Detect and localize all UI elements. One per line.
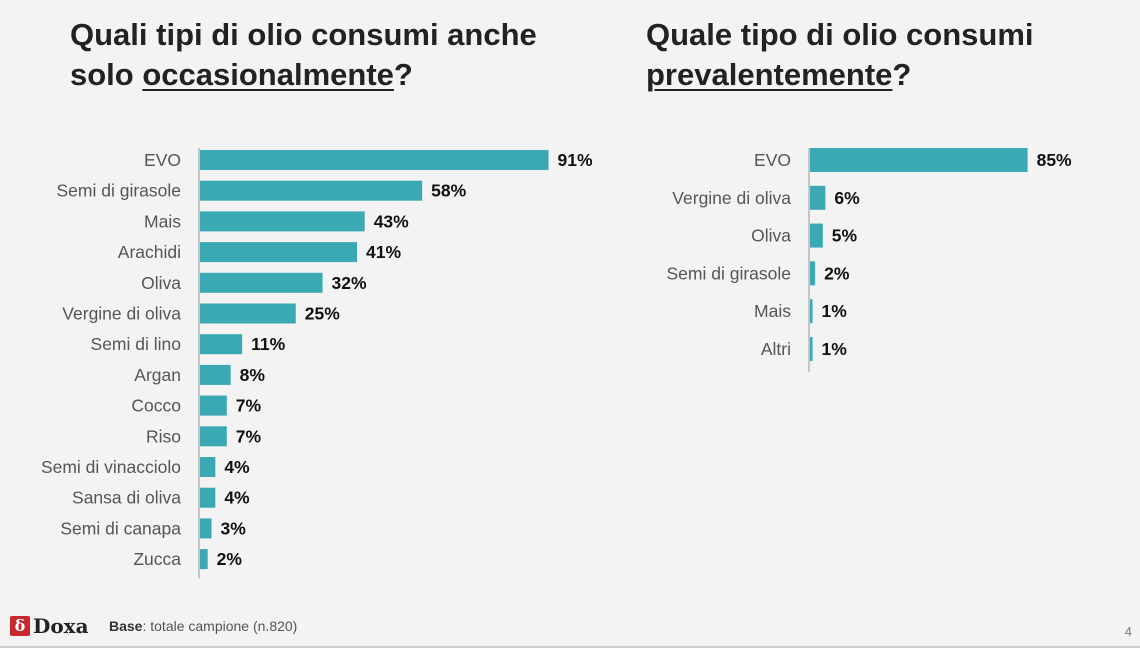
main-category-label: Oliva	[751, 226, 791, 246]
occasional-category-label: Oliva	[141, 273, 181, 293]
main-value-label: 1%	[822, 301, 848, 321]
main-category-label: Semi di girasole	[667, 263, 792, 283]
right-title-suffix: ?	[892, 57, 912, 92]
occasional-bar	[200, 395, 227, 416]
page-number: 4	[1124, 624, 1132, 639]
left-title-line1: Quali tipi di olio consumi anche	[70, 17, 537, 52]
main-bar	[810, 223, 823, 248]
occasional-category-label: Semi di canapa	[60, 518, 181, 538]
main-value-label: 1%	[822, 339, 848, 359]
occasional-bar	[200, 150, 549, 170]
occasional-bar	[200, 457, 216, 477]
right-title-emphasis: prevalentemente	[646, 57, 893, 92]
occasional-category-label: Vergine di oliva	[62, 304, 181, 324]
occasional-bar	[200, 364, 231, 385]
occasional-value-label: 8%	[240, 365, 266, 385]
occasional-category-label: Sansa di oliva	[72, 488, 181, 508]
doxa-logo-mark: δ	[10, 616, 30, 636]
occasional-value-label: 32%	[332, 273, 367, 293]
occasional-category-label: Riso	[146, 426, 181, 446]
main-value-label: 6%	[834, 188, 860, 208]
main-bar	[810, 299, 813, 324]
occasional-bar	[200, 426, 227, 447]
base-text: : totale campione (n.820)	[142, 618, 298, 634]
occasional-bar	[200, 180, 423, 201]
main-value-label: 5%	[832, 226, 858, 246]
occasional-value-label: 11%	[251, 334, 285, 354]
occasional-value-label: 7%	[236, 426, 262, 446]
main-bar	[810, 148, 1028, 172]
right-title-line1: Quale tipo di olio consumi	[646, 17, 1034, 52]
occasional-value-label: 3%	[220, 518, 246, 538]
left-chart-title: Quali tipi di olio consumi anche solo oc…	[70, 15, 537, 95]
main-category-label: Altri	[761, 339, 791, 359]
occasional-value-label: 4%	[224, 457, 250, 477]
occasional-value-label: 7%	[236, 396, 262, 416]
occasional-category-label: Cocco	[131, 396, 181, 416]
occasional-category-label: Semi di girasole	[57, 181, 182, 201]
occasional-bar	[200, 487, 216, 508]
occasional-bar	[200, 303, 296, 324]
occasional-bar	[200, 334, 243, 355]
right-chart-title: Quale tipo di olio consumi prevalentemen…	[646, 15, 1034, 95]
occasional-category-label: Semi di lino	[91, 334, 181, 354]
sample-base-note: Base: totale campione (n.820)	[109, 618, 297, 634]
occasional-value-label: 41%	[366, 242, 401, 262]
main-bar	[810, 261, 816, 286]
occasional-value-label: 91%	[558, 150, 593, 170]
occasional-bar	[200, 272, 323, 293]
main-bar	[810, 337, 813, 361]
occasional-bar	[200, 549, 208, 570]
occasional-category-label: Zucca	[133, 549, 181, 569]
left-title-suffix: ?	[393, 57, 413, 92]
occasional-value-label: 43%	[374, 211, 409, 231]
occasional-category-label: Argan	[134, 365, 181, 385]
left-title-line2-prefix: solo	[70, 57, 143, 92]
base-label: Base	[109, 618, 143, 634]
occasional-category-label: Arachidi	[118, 242, 181, 262]
occasional-value-label: 4%	[224, 488, 250, 508]
occasional-value-label: 2%	[217, 549, 243, 569]
footer: δ Doxa Base: totale campione (n.820) 4	[0, 610, 1140, 648]
main-category-label: EVO	[754, 150, 791, 170]
main-bar	[810, 185, 826, 210]
occasional-bar	[200, 242, 358, 263]
main-value-label: 85%	[1037, 150, 1072, 170]
doxa-logo-text: Doxa	[33, 614, 89, 638]
occasional-bar	[200, 518, 212, 539]
occasional-category-label: EVO	[144, 150, 181, 170]
bottom-divider	[0, 646, 1140, 648]
doxa-logo: δ Doxa	[10, 614, 89, 638]
occasional-bar	[200, 211, 365, 232]
occasional-value-label: 25%	[305, 304, 340, 324]
occasional-category-label: Semi di vinacciolo	[41, 457, 181, 477]
left-title-emphasis: occasionalmente	[142, 57, 394, 92]
main-category-label: Vergine di oliva	[672, 188, 791, 208]
occasional-category-label: Mais	[144, 211, 181, 231]
main-value-label: 2%	[824, 263, 850, 283]
main-category-label: Mais	[754, 301, 791, 321]
occasional-value-label: 58%	[431, 181, 466, 201]
